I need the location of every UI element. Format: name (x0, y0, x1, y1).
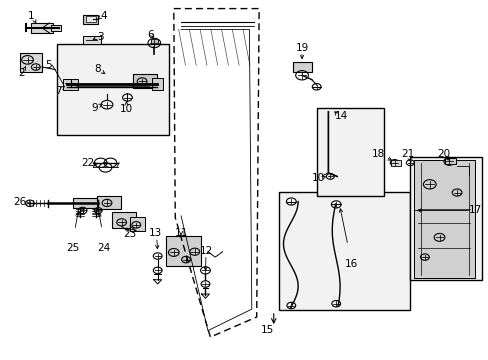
Text: 5: 5 (45, 60, 52, 70)
Text: 17: 17 (468, 206, 481, 216)
Bar (413, 160, 474, 278)
Bar (57, 44, 168, 135)
Text: 24: 24 (97, 243, 110, 253)
Bar (82, 36, 101, 44)
Bar (316, 108, 383, 196)
Bar (165, 235, 200, 266)
Text: 7: 7 (55, 86, 61, 96)
Text: 6: 6 (147, 30, 154, 40)
Text: 13: 13 (149, 228, 162, 238)
Bar (152, 78, 162, 90)
Bar (278, 192, 409, 310)
Bar (151, 40, 158, 44)
Text: 16: 16 (345, 259, 358, 269)
Text: 2: 2 (18, 68, 24, 78)
Bar (133, 74, 157, 88)
Bar (63, 79, 78, 90)
Text: 22: 22 (81, 158, 94, 168)
Bar (409, 157, 482, 280)
Text: 10: 10 (120, 104, 133, 114)
Bar (293, 62, 311, 72)
Text: 26: 26 (14, 197, 27, 207)
Bar (51, 25, 61, 31)
Text: 25: 25 (66, 243, 80, 253)
Text: 15: 15 (261, 325, 274, 335)
Text: 4: 4 (101, 11, 107, 21)
Text: 3: 3 (97, 32, 104, 41)
Bar (390, 160, 400, 166)
Bar (97, 196, 121, 210)
Bar (112, 212, 136, 228)
Text: 21: 21 (401, 149, 414, 159)
Bar (73, 198, 101, 208)
Text: 23: 23 (123, 229, 136, 239)
Bar (20, 53, 42, 72)
Bar (445, 158, 455, 164)
Text: 10: 10 (311, 173, 325, 183)
Bar (82, 15, 98, 24)
Bar (130, 217, 144, 231)
Text: 1: 1 (27, 11, 34, 21)
Bar (85, 17, 96, 22)
Text: 9: 9 (91, 103, 98, 113)
Text: 12: 12 (200, 246, 213, 256)
Text: 20: 20 (436, 149, 449, 159)
Text: 11: 11 (174, 228, 187, 238)
Text: 19: 19 (295, 43, 308, 53)
Text: 18: 18 (371, 149, 385, 159)
Bar (31, 23, 53, 33)
Text: 8: 8 (94, 64, 101, 74)
Text: 14: 14 (334, 111, 347, 121)
